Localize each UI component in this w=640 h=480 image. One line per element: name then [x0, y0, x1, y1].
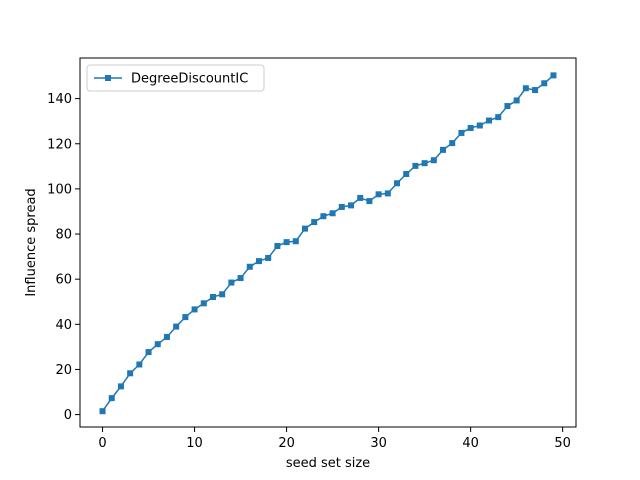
data-point [375, 191, 382, 198]
data-point [311, 219, 318, 226]
data-point [366, 198, 373, 205]
data-point [108, 395, 115, 402]
ticks-layer: 0 10 20 30 40 50 0 20 40 60 80 100 120 140 [47, 92, 571, 451]
data-point [274, 242, 281, 249]
data-point [200, 300, 207, 307]
y-tick-label: 80 [55, 228, 72, 243]
axes-frame [79, 57, 577, 428]
y-tick-label: 0 [64, 408, 72, 423]
data-point [458, 129, 465, 136]
data-point [348, 202, 355, 209]
legend-box [86, 64, 265, 92]
data-point [209, 294, 216, 301]
data-point [237, 275, 244, 282]
data-point [99, 408, 106, 415]
data-point [283, 239, 290, 246]
data-point [550, 72, 557, 79]
data-point [412, 162, 419, 169]
y-tick-label: 140 [47, 92, 72, 107]
data-point [522, 85, 529, 92]
data-point [384, 190, 391, 197]
series-line [101, 74, 554, 412]
data-point [495, 114, 502, 121]
data-point [136, 361, 143, 368]
legend-series-marker [105, 75, 111, 81]
y-tick-label: 20 [55, 363, 72, 378]
x-tick-label: 50 [554, 436, 571, 451]
data-point [219, 291, 226, 298]
x-tick-label: 40 [462, 436, 479, 451]
data-point [255, 258, 262, 265]
data-point [292, 238, 299, 245]
data-point [476, 122, 483, 129]
plot-layer [99, 72, 557, 415]
data-point [421, 160, 428, 167]
x-tick-label: 10 [186, 436, 203, 451]
data-point [467, 124, 474, 131]
data-point [163, 333, 170, 340]
data-point [532, 87, 539, 94]
data-point [486, 117, 493, 124]
x-tick-label: 20 [278, 436, 295, 451]
data-point [145, 349, 152, 356]
data-point [228, 279, 235, 286]
data-point [265, 254, 272, 261]
data-point [430, 157, 437, 164]
data-point [127, 370, 134, 377]
y-axis-label: Influence spread [24, 188, 39, 296]
data-point [449, 140, 456, 147]
data-point [513, 97, 520, 104]
x-tick-label: 30 [370, 436, 387, 451]
data-point [320, 213, 327, 220]
data-point [329, 210, 336, 217]
data-point [338, 203, 345, 210]
data-point [182, 314, 189, 321]
data-point [440, 146, 447, 153]
data-point [394, 180, 401, 187]
legend: DegreeDiscountIC [86, 64, 265, 92]
data-point [173, 323, 180, 330]
data-point [154, 341, 161, 348]
data-point [504, 103, 511, 110]
y-tick-label: 120 [47, 137, 72, 152]
y-tick-label: 100 [47, 182, 72, 197]
y-tick-label: 40 [55, 318, 72, 333]
data-point [191, 306, 198, 313]
data-point [403, 171, 410, 178]
legend-series-label: DegreeDiscountIC [131, 72, 248, 87]
x-axis-label: seed set size [286, 456, 370, 471]
data-point [357, 194, 364, 201]
data-point [117, 383, 124, 390]
data-point [541, 80, 548, 87]
y-tick-label: 60 [55, 273, 72, 288]
data-point [246, 263, 253, 270]
x-tick-label: 0 [98, 436, 106, 451]
data-point [301, 225, 308, 232]
